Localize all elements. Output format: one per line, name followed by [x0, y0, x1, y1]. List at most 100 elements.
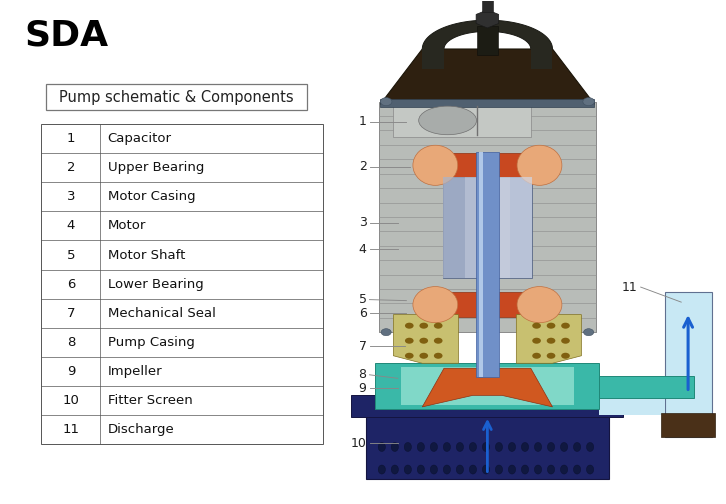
Ellipse shape: [495, 465, 502, 474]
Bar: [664, 292, 711, 437]
Polygon shape: [393, 314, 458, 363]
Polygon shape: [423, 20, 552, 49]
Text: Mechanical Seal: Mechanical Seal: [107, 306, 216, 320]
Ellipse shape: [574, 443, 581, 452]
Text: Motor Casing: Motor Casing: [107, 191, 195, 204]
Text: 5: 5: [67, 248, 75, 262]
Ellipse shape: [469, 465, 476, 474]
Text: Motor: Motor: [107, 219, 146, 232]
Circle shape: [434, 323, 443, 329]
Ellipse shape: [417, 443, 425, 452]
Text: 11: 11: [622, 281, 638, 294]
Bar: [531, 48, 552, 69]
Text: 6: 6: [67, 278, 75, 291]
Text: 4: 4: [67, 219, 75, 232]
Ellipse shape: [482, 443, 489, 452]
Ellipse shape: [457, 465, 463, 474]
Circle shape: [561, 323, 570, 329]
Ellipse shape: [517, 287, 562, 323]
Polygon shape: [423, 368, 552, 407]
Circle shape: [405, 323, 414, 329]
Text: Pump schematic & Components: Pump schematic & Components: [59, 90, 294, 105]
Circle shape: [434, 338, 443, 344]
Text: 2: 2: [359, 160, 367, 173]
Text: 5: 5: [359, 293, 367, 306]
Text: Discharge: Discharge: [107, 423, 174, 436]
Ellipse shape: [469, 443, 476, 452]
Ellipse shape: [521, 443, 529, 452]
Text: SDA: SDA: [25, 19, 109, 53]
Bar: [431, 292, 544, 317]
Text: 1: 1: [359, 115, 367, 128]
Circle shape: [547, 353, 555, 359]
Text: 3: 3: [359, 216, 367, 229]
Text: 10: 10: [62, 394, 79, 407]
Ellipse shape: [444, 465, 451, 474]
Circle shape: [405, 338, 414, 344]
Text: Fitter Screen: Fitter Screen: [107, 394, 192, 407]
Ellipse shape: [378, 465, 386, 474]
Bar: [476, 152, 499, 377]
Text: 2: 2: [67, 161, 75, 174]
Bar: [423, 48, 444, 69]
Circle shape: [532, 323, 541, 329]
Bar: [487, 177, 510, 278]
Ellipse shape: [404, 443, 412, 452]
Circle shape: [561, 338, 570, 344]
Text: 11: 11: [62, 423, 79, 436]
Bar: [478, 152, 483, 377]
Circle shape: [420, 323, 428, 329]
Bar: [510, 177, 532, 278]
Circle shape: [584, 329, 594, 336]
Ellipse shape: [547, 443, 555, 452]
Text: 10: 10: [351, 437, 367, 450]
Ellipse shape: [508, 465, 515, 474]
Bar: [393, 104, 531, 137]
Ellipse shape: [482, 465, 489, 474]
Ellipse shape: [391, 465, 399, 474]
Bar: [443, 177, 532, 278]
Text: Impeller: Impeller: [107, 365, 163, 378]
Text: Capacitor: Capacitor: [107, 132, 172, 145]
Bar: [600, 376, 693, 398]
Ellipse shape: [508, 443, 515, 452]
Circle shape: [583, 98, 595, 106]
Bar: [351, 395, 624, 417]
Bar: [380, 99, 595, 107]
Ellipse shape: [431, 465, 438, 474]
Polygon shape: [380, 49, 595, 104]
Ellipse shape: [495, 443, 502, 452]
Ellipse shape: [534, 465, 542, 474]
Bar: [481, 0, 493, 12]
Text: 6: 6: [359, 306, 367, 320]
Ellipse shape: [431, 443, 438, 452]
Circle shape: [434, 353, 443, 359]
Ellipse shape: [391, 443, 399, 452]
Ellipse shape: [457, 443, 463, 452]
Bar: [401, 367, 574, 405]
Text: Motor Shaft: Motor Shaft: [107, 248, 185, 262]
Circle shape: [532, 353, 541, 359]
Ellipse shape: [419, 106, 476, 135]
Circle shape: [380, 98, 392, 106]
Text: 9: 9: [359, 382, 367, 395]
Ellipse shape: [534, 443, 542, 452]
Bar: [375, 389, 600, 400]
Ellipse shape: [413, 145, 457, 185]
Ellipse shape: [560, 465, 568, 474]
Ellipse shape: [521, 465, 529, 474]
Text: 7: 7: [67, 306, 75, 320]
Bar: [41, 124, 323, 444]
Text: Pump Casing: Pump Casing: [107, 336, 195, 349]
Text: Upper Bearing: Upper Bearing: [107, 161, 204, 174]
Circle shape: [420, 338, 428, 344]
Bar: [477, 26, 497, 55]
Ellipse shape: [547, 465, 555, 474]
Bar: [375, 363, 600, 409]
Circle shape: [547, 323, 555, 329]
Bar: [600, 388, 664, 415]
Text: 7: 7: [359, 340, 367, 353]
Bar: [379, 102, 596, 332]
Bar: [661, 413, 715, 437]
Circle shape: [547, 338, 555, 344]
